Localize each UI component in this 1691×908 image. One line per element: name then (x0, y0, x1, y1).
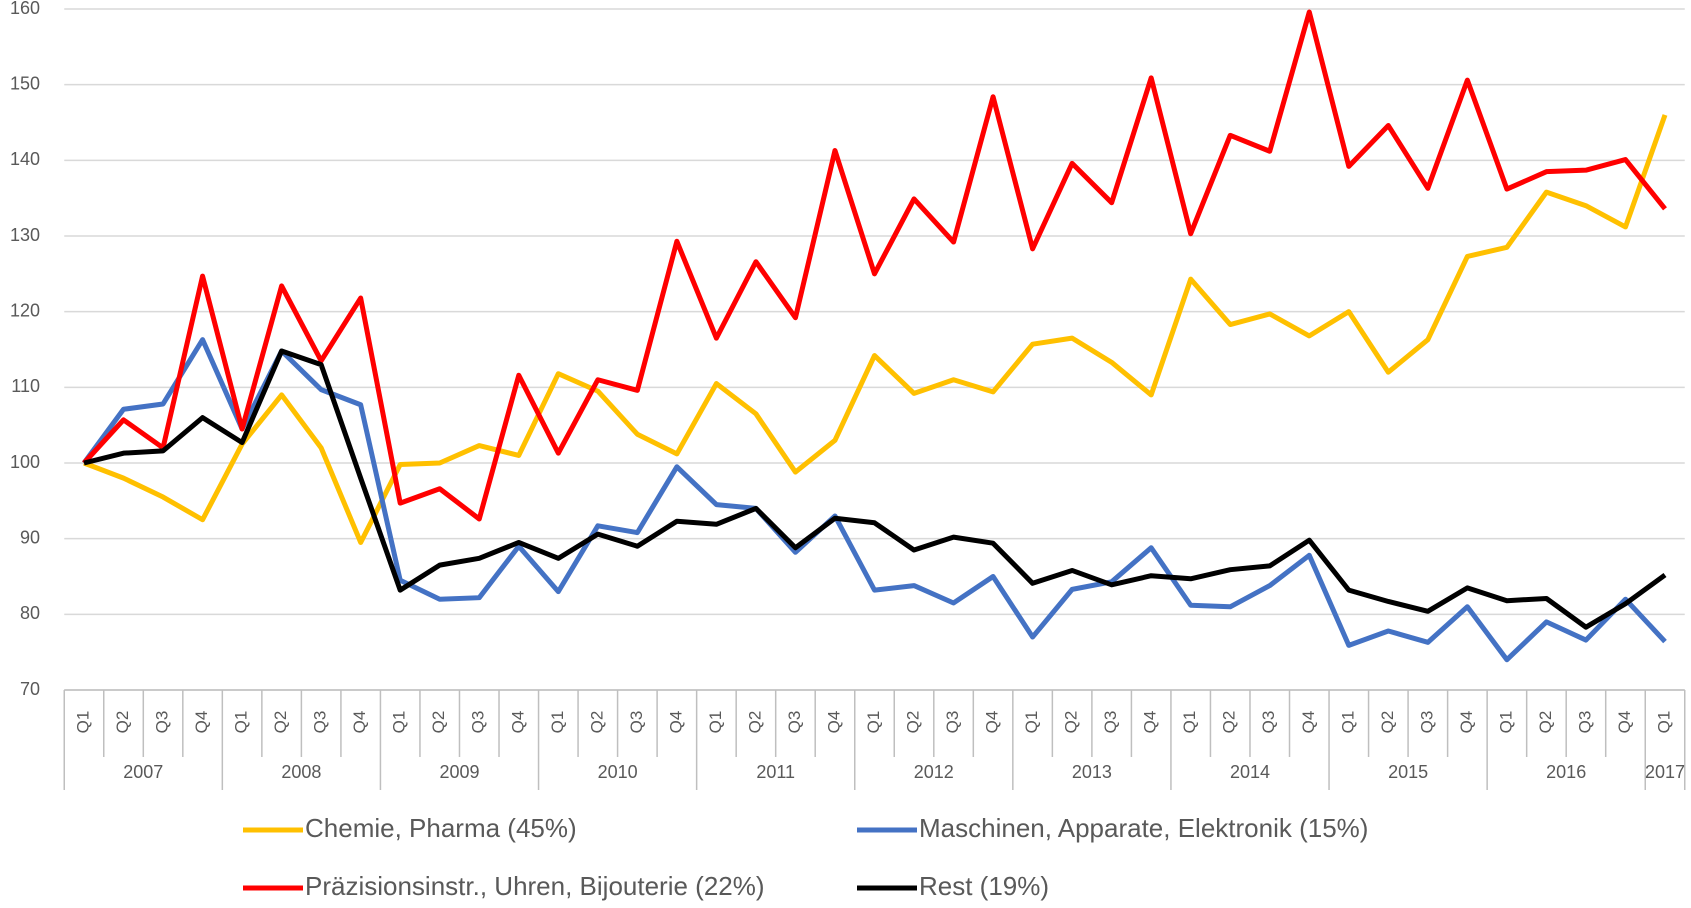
x-tick-label: Q2 (113, 711, 132, 734)
x-tick-label: Q2 (1062, 711, 1081, 734)
x-tick-label: Q4 (1457, 711, 1476, 734)
x-tick-label: Q1 (864, 711, 883, 734)
x-tick-label: Q3 (1417, 711, 1436, 734)
x-tick-label: Q1 (706, 711, 725, 734)
year-label: 2013 (1072, 762, 1112, 782)
y-tick-label: 140 (10, 149, 40, 169)
year-label: 2010 (598, 762, 638, 782)
x-tick-label: Q3 (469, 711, 488, 734)
x-tick-label: Q1 (390, 711, 409, 734)
y-tick-label: 100 (10, 452, 40, 472)
year-label: 2016 (1546, 762, 1586, 782)
series-line (83, 114, 1668, 545)
legend-label: Präzisionsinstr., Uhren, Bijouterie (22%… (305, 871, 765, 901)
x-tick-label: Q3 (943, 711, 962, 734)
series-line (83, 348, 1667, 630)
x-tick-label: Q1 (1654, 711, 1673, 734)
x-tick-label: Q1 (1022, 711, 1041, 734)
x-tick-label: Q4 (508, 711, 527, 734)
x-tick-label: Q1 (1180, 711, 1199, 734)
y-tick-label: 150 (10, 73, 40, 93)
x-tick-label: Q3 (785, 711, 804, 734)
y-tick-label: 70 (20, 679, 40, 699)
series-line (82, 9, 1667, 522)
x-tick-label: Q2 (587, 711, 606, 734)
x-tick-label: Q2 (1220, 711, 1239, 734)
x-tick-label: Q4 (1299, 711, 1318, 734)
series-line (81, 337, 1667, 663)
x-tick-label: Q3 (1101, 711, 1120, 734)
x-tick-label: Q4 (350, 711, 369, 734)
x-tick-label: Q2 (271, 711, 290, 734)
x-tick-label: Q1 (232, 711, 251, 734)
x-tick-label: Q2 (1378, 711, 1397, 734)
x-tick-label: Q1 (1338, 711, 1357, 734)
x-tick-label: Q3 (1259, 711, 1278, 734)
x-tick-label: Q4 (1141, 711, 1160, 734)
year-label: 2015 (1388, 762, 1428, 782)
legend-label: Maschinen, Apparate, Elektronik (15%) (919, 813, 1368, 843)
y-tick-label: 120 (10, 300, 40, 320)
year-label: 2007 (123, 762, 163, 782)
year-label: 2017 (1645, 762, 1685, 782)
year-label: 2012 (914, 762, 954, 782)
y-tick-label: 160 (10, 0, 40, 18)
year-label: 2011 (756, 762, 795, 782)
x-tick-label: Q2 (1536, 711, 1555, 734)
x-tick-label: Q4 (666, 711, 685, 734)
x-tick-label: Q3 (153, 711, 172, 734)
y-tick-label: 110 (11, 376, 40, 396)
x-tick-label: Q3 (627, 711, 646, 734)
x-tick-label: Q4 (1615, 711, 1634, 734)
y-tick-label: 130 (10, 225, 40, 245)
x-tick-label: Q3 (1575, 711, 1594, 734)
y-tick-label: 80 (20, 603, 40, 623)
x-tick-label: Q2 (429, 711, 448, 734)
year-label: 2009 (439, 762, 479, 782)
x-tick-label: Q4 (983, 711, 1002, 734)
x-tick-label: Q4 (824, 711, 843, 734)
x-tick-label: Q1 (548, 711, 567, 734)
x-tick-label: Q4 (192, 711, 211, 734)
year-label: 2014 (1230, 762, 1270, 782)
x-tick-label: Q2 (745, 711, 764, 734)
x-tick-label: Q3 (311, 711, 330, 734)
year-label: 2008 (281, 762, 321, 782)
legend-label: Rest (19%) (919, 871, 1049, 901)
y-tick-label: 90 (20, 527, 40, 547)
legend-label: Chemie, Pharma (45%) (305, 813, 577, 843)
x-tick-label: Q1 (73, 711, 92, 734)
x-tick-label: Q2 (904, 711, 923, 734)
x-tick-label: Q1 (1496, 711, 1515, 734)
